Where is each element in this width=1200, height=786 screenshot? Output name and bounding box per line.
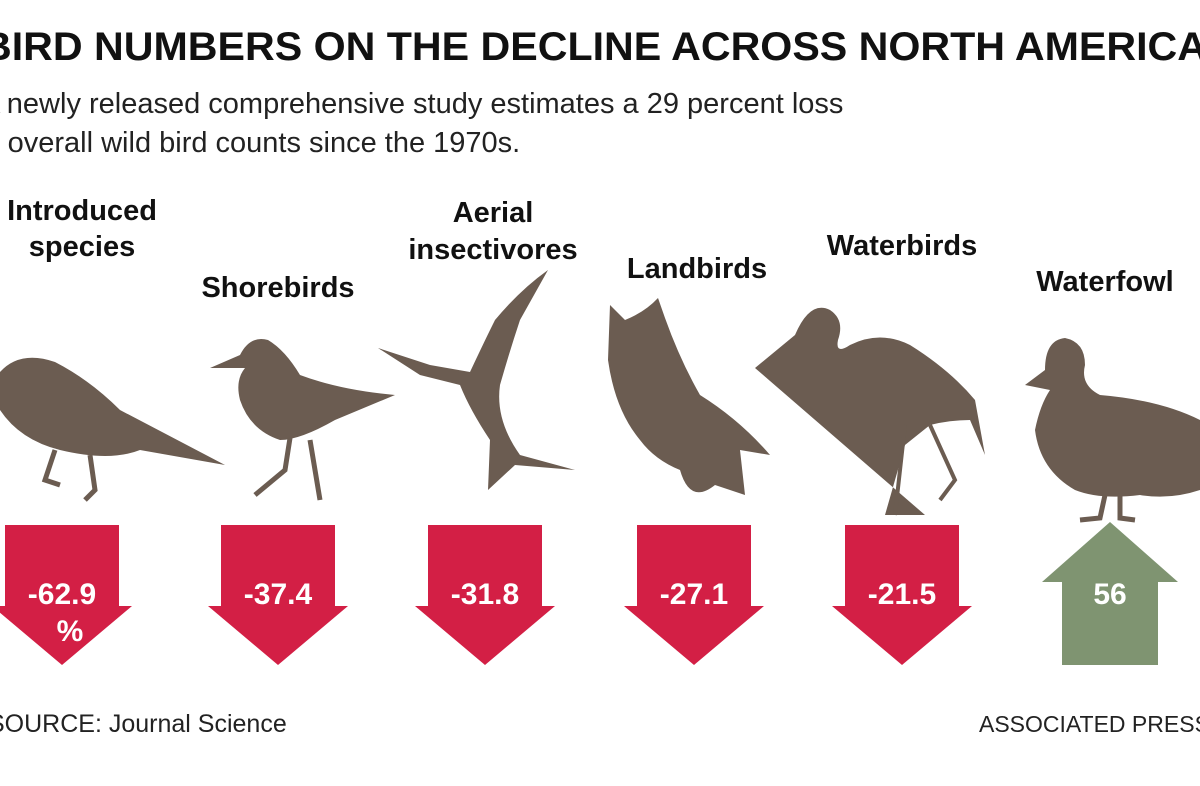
- arrow: [415, 525, 555, 665]
- group-label: Introduced: [7, 195, 157, 227]
- group-label: Waterbirds: [827, 230, 977, 262]
- value-label: -37.4: [244, 578, 313, 611]
- title: BIRD NUMBERS ON THE DECLINE ACROSS NORTH…: [0, 25, 1200, 69]
- value-label: -31.8: [451, 578, 519, 611]
- subtitle: in overall wild bird counts since the 19…: [0, 127, 520, 159]
- value-label: -27.1: [660, 578, 728, 611]
- group-label: Landbirds: [627, 253, 767, 285]
- arrow: [0, 525, 132, 665]
- source: SOURCE: Journal Science: [0, 710, 287, 738]
- group-label: Aerial: [453, 197, 534, 229]
- group-label: Waterfowl: [1036, 266, 1173, 298]
- groups: Introduced species -62.9% Shorebirds -37.4 Ae…: [0, 195, 1178, 665]
- value-label: -21.5: [868, 578, 936, 611]
- arrow: [624, 525, 764, 665]
- value-label: 56: [1093, 578, 1126, 611]
- arrow: [1042, 522, 1178, 665]
- subtitle: A newly released comprehensive study est…: [0, 88, 843, 120]
- value-label: -62.9: [28, 578, 96, 611]
- unit-label: %: [57, 615, 84, 648]
- group-label: species: [29, 231, 135, 263]
- credit: ASSOCIATED PRESS: [979, 711, 1200, 737]
- group-label: Shorebirds: [201, 272, 354, 304]
- group-label: insectivores: [408, 234, 577, 266]
- arrow: [208, 525, 348, 665]
- arrow: [832, 525, 972, 665]
- bird-silhouettes: [0, 270, 1200, 523]
